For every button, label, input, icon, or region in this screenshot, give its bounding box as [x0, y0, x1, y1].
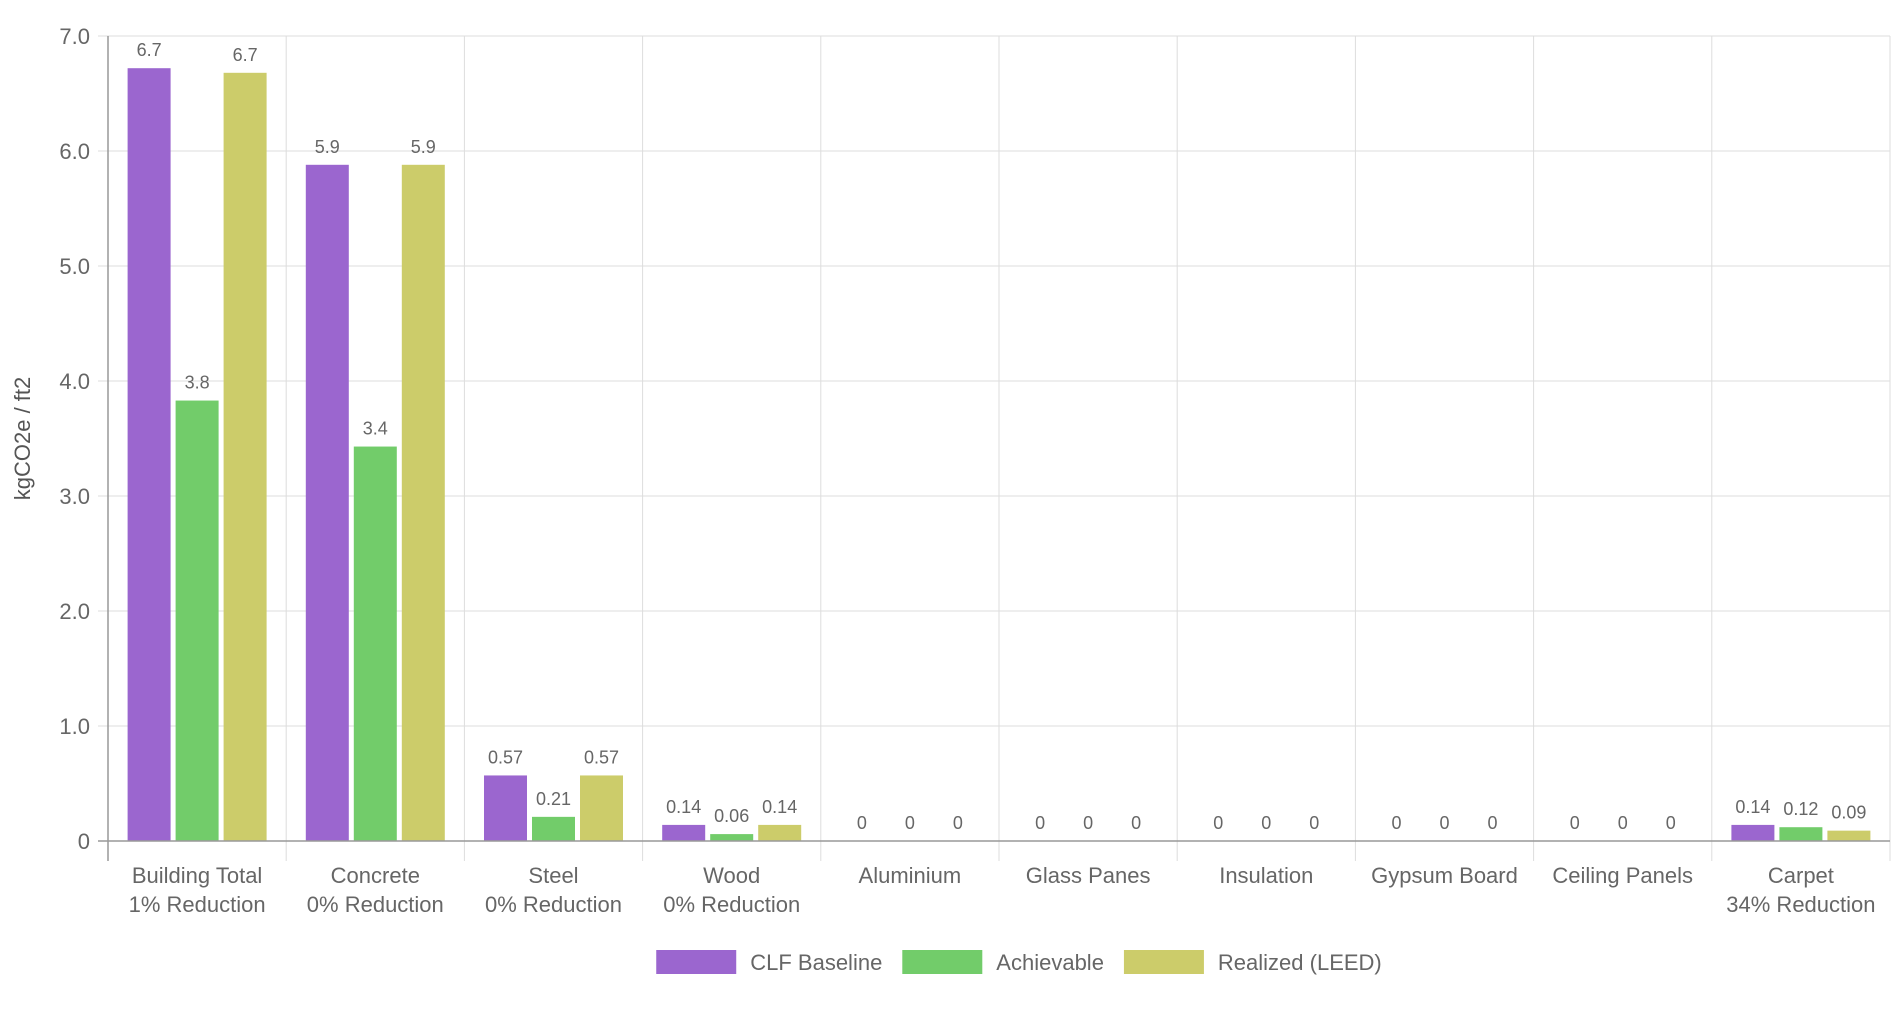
bar: [532, 816, 575, 841]
x-tick-label: 0% Reduction: [663, 892, 800, 917]
data-label: 0: [1570, 813, 1580, 833]
data-label: 0: [1213, 813, 1223, 833]
data-label: 0: [1261, 813, 1271, 833]
x-tick-label: 0% Reduction: [485, 892, 622, 917]
bar: [1779, 827, 1823, 841]
data-label: 6.7: [137, 40, 162, 60]
y-tick-label: 7.0: [59, 24, 90, 49]
bar: [401, 164, 445, 842]
legend-label[interactable]: Achievable: [996, 950, 1104, 975]
data-label: 0.06: [714, 806, 749, 826]
data-labels: 6.7 5.9 0.57 0.14 0 0 0 0 0 0.14 3.8 3.4 0.21 0.06 0 0 0…: [137, 40, 1867, 833]
data-label: 3.4: [363, 419, 388, 439]
bar: [353, 446, 397, 841]
bar: [758, 824, 802, 841]
bar: [662, 824, 706, 841]
data-label: 0.12: [1783, 799, 1818, 819]
x-tick-label: 1% Reduction: [129, 892, 266, 917]
bar: [127, 68, 171, 841]
y-tick-label: 1.0: [59, 714, 90, 739]
data-label: 3.8: [185, 373, 210, 393]
data-label: 0: [857, 813, 867, 833]
data-label: 0.14: [1735, 797, 1770, 817]
data-label: 0: [953, 813, 963, 833]
bar: [484, 775, 527, 841]
data-label: 0: [1487, 813, 1497, 833]
legend-swatch: [902, 950, 983, 974]
bar: [223, 72, 267, 842]
legend-swatch: [1123, 950, 1204, 974]
data-label: 6.7: [233, 45, 258, 65]
y-tick-label: 5.0: [59, 254, 90, 279]
data-label: 5.9: [411, 137, 436, 157]
data-label: 0: [1666, 813, 1676, 833]
x-tick-label: Insulation: [1219, 863, 1313, 888]
legend-label[interactable]: Realized (LEED): [1218, 950, 1382, 975]
y-tick-label: 6.0: [59, 139, 90, 164]
bar: [1731, 824, 1775, 841]
x-tick-label: Wood: [703, 863, 760, 888]
data-label: 0: [1618, 813, 1628, 833]
x-tick-label: 34% Reduction: [1726, 892, 1875, 917]
x-tick-label: Ceiling Panels: [1552, 863, 1693, 888]
legend-swatch: [656, 950, 737, 974]
legend-label[interactable]: CLF Baseline: [750, 950, 882, 975]
data-label: 0: [1439, 813, 1449, 833]
y-tick-label: 4.0: [59, 369, 90, 394]
y-axis-title: kgCO2e / ft2: [10, 377, 35, 501]
data-label: 0: [905, 813, 915, 833]
bar: [175, 400, 219, 841]
data-label: 0.57: [584, 747, 619, 767]
x-tick-label: Concrete: [331, 863, 420, 888]
data-label: 0: [1035, 813, 1045, 833]
data-label: 0.14: [762, 797, 797, 817]
x-tick-label: Aluminium: [859, 863, 962, 888]
bars: [127, 68, 1871, 842]
bar: [1827, 830, 1871, 841]
grid: [107, 35, 1891, 861]
data-label: 5.9: [315, 137, 340, 157]
x-tick-label: Building Total: [132, 863, 262, 888]
bar: [580, 775, 623, 841]
data-label: 0.21: [536, 789, 571, 809]
bar: [710, 834, 754, 841]
bar: [305, 164, 349, 842]
x-tick-label: Gypsum Board: [1371, 863, 1518, 888]
data-label: 0: [1309, 813, 1319, 833]
data-label: 0: [1131, 813, 1141, 833]
data-label: 0: [1391, 813, 1401, 833]
data-label: 0.09: [1831, 803, 1866, 823]
y-tick-label: 3.0: [59, 484, 90, 509]
y-tick-label: 2.0: [59, 599, 90, 624]
legend: CLF Baseline Achievable Realized (LEED): [656, 950, 1382, 975]
x-tick-label: 0% Reduction: [307, 892, 444, 917]
y-tick-label: 0: [78, 829, 90, 854]
x-tick-label: Glass Panes: [1026, 863, 1151, 888]
axes: 0 1.0 2.0 3.0 4.0 5.0 6.0 7.0 Building Total 1% R…: [59, 24, 1890, 917]
x-tick-label: Carpet: [1768, 863, 1834, 888]
data-label: 0.14: [666, 797, 701, 817]
data-label: 0: [1083, 813, 1093, 833]
x-tick-label: Steel: [528, 863, 578, 888]
data-label: 0.57: [488, 747, 523, 767]
